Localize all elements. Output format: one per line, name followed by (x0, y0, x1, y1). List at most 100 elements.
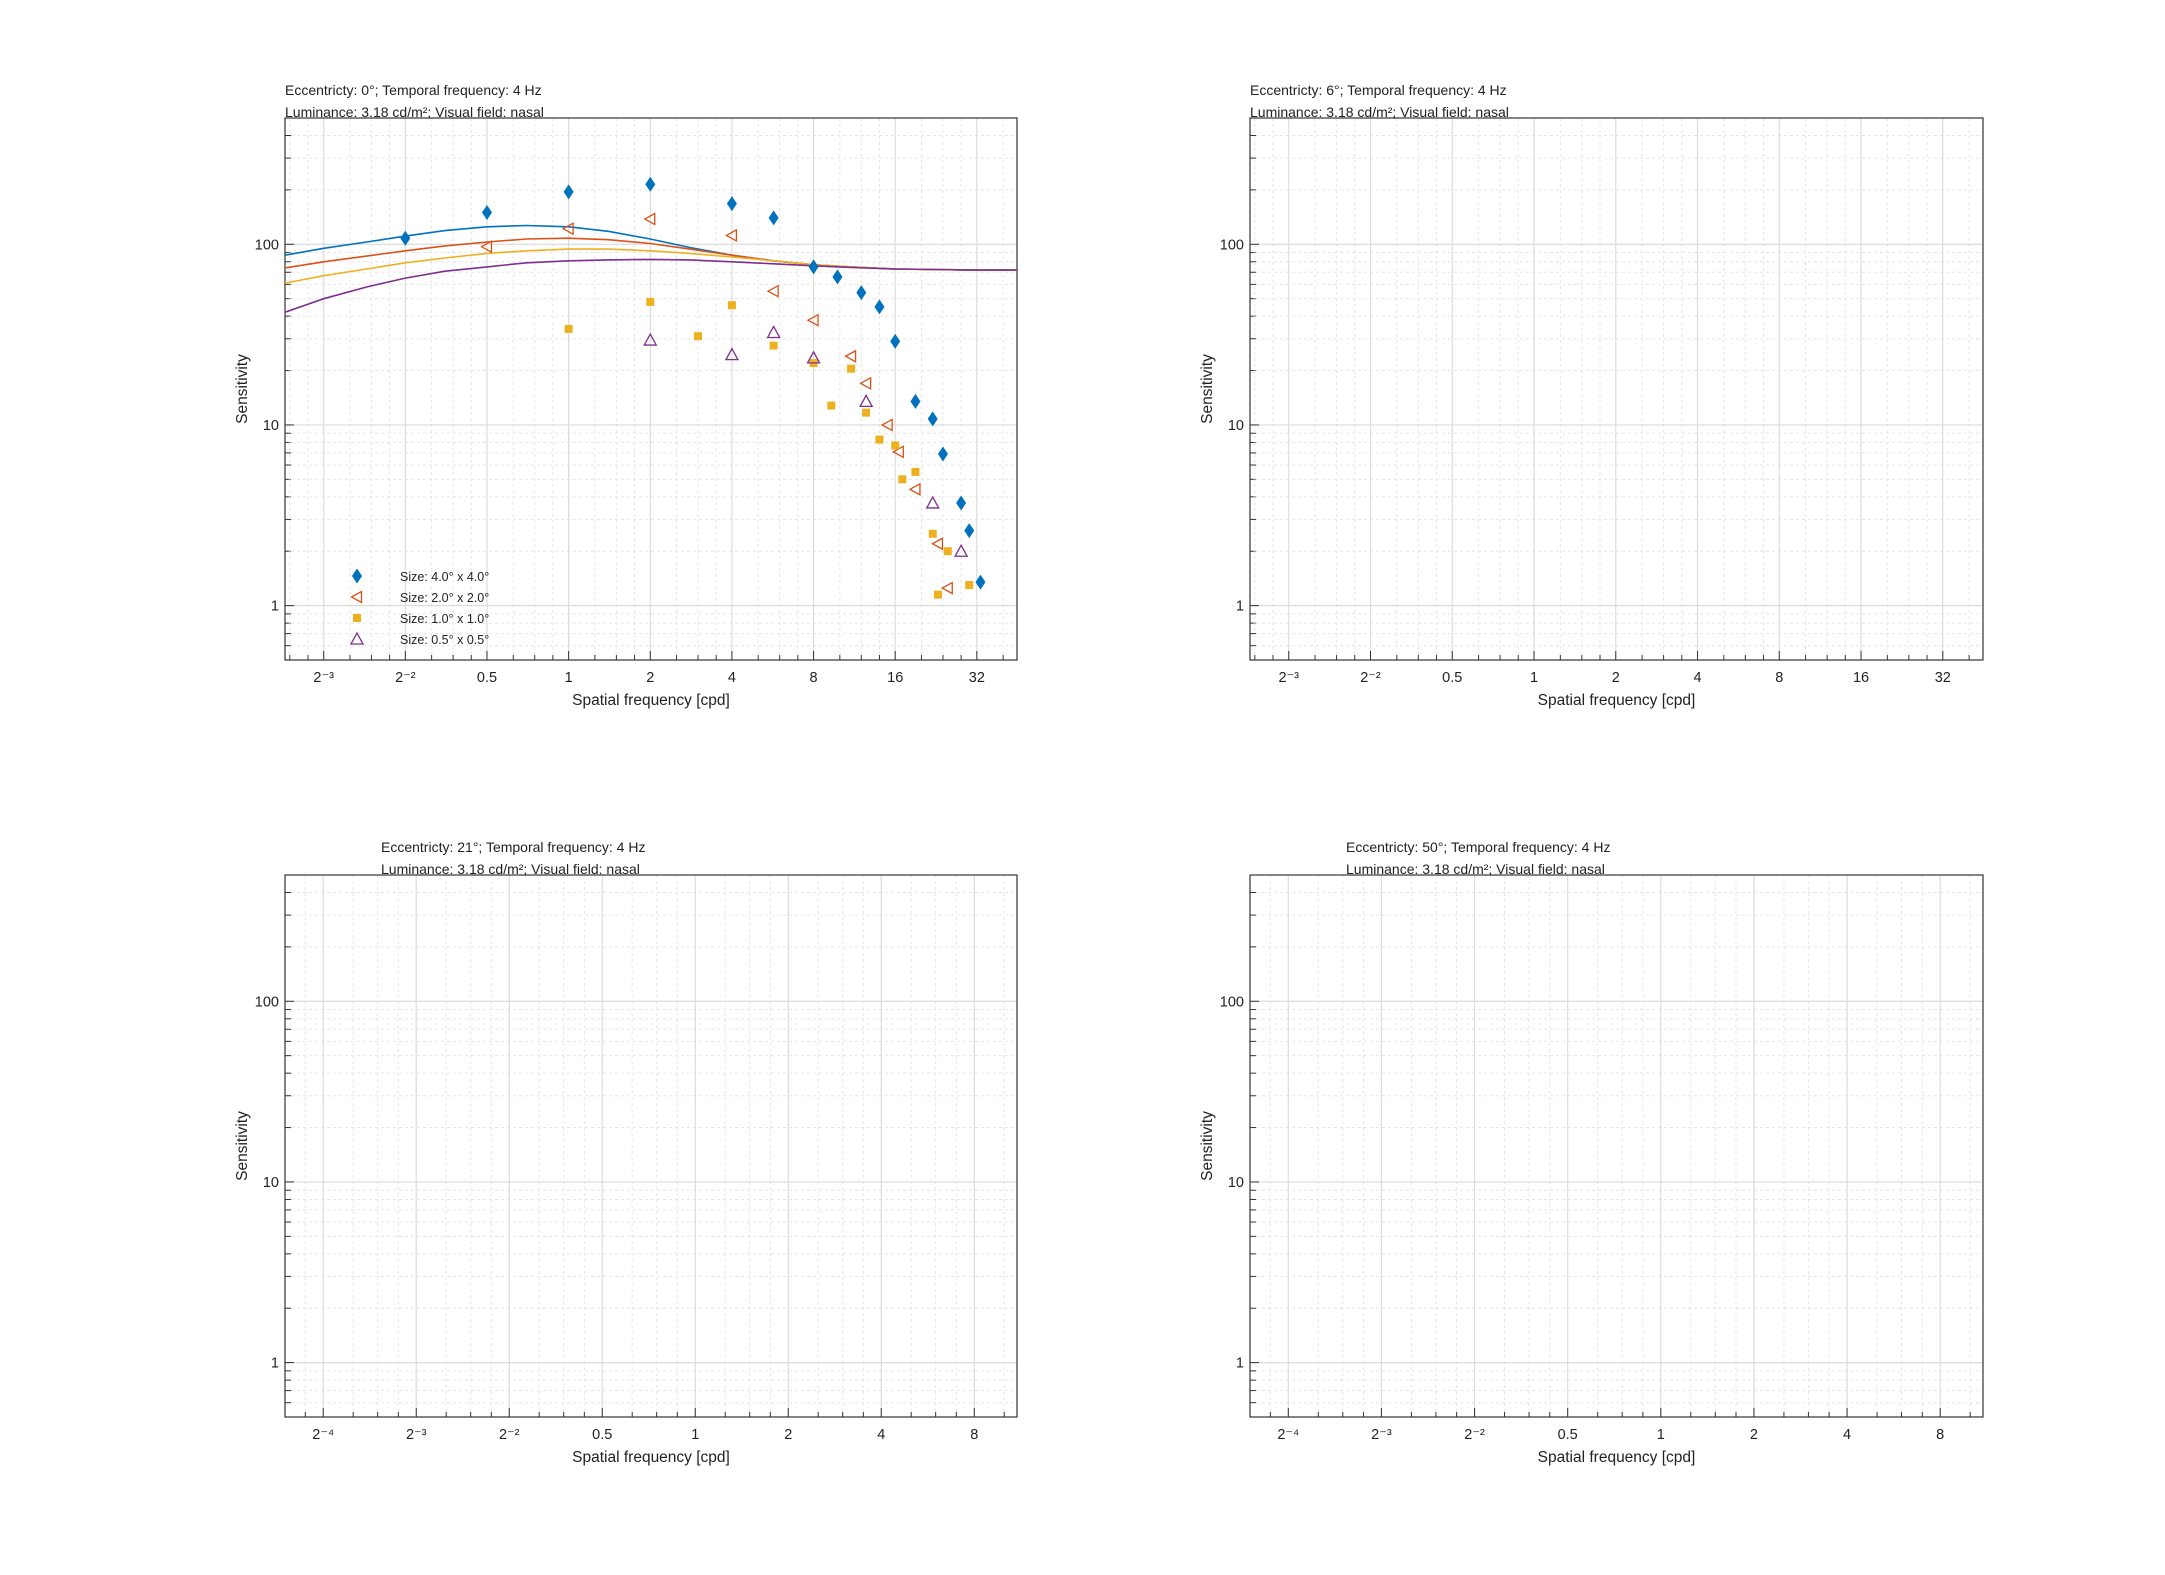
y-axis-label: Sensitivity (234, 354, 251, 424)
fit-curve-4 (284, 258, 1017, 314)
x-tick-label: 4 (877, 1427, 885, 1443)
y-tick-label: 100 (255, 237, 279, 253)
data-point (481, 204, 492, 220)
y-tick-label: 1 (1236, 1356, 1244, 1372)
y-tick-label: 10 (263, 418, 279, 434)
x-tick-label: 2 (646, 670, 654, 686)
data-point (898, 475, 907, 484)
x-tick-label: 2 (784, 1427, 792, 1443)
series-1 (400, 176, 986, 590)
x-tick-label: 1 (1530, 670, 1538, 686)
chart-title-line-1: Eccentricty: 6°; Temporal frequency: 4 H… (1250, 82, 1507, 98)
data-point (564, 324, 573, 333)
data-point (927, 411, 938, 427)
data-point (911, 467, 920, 476)
x-tick-label: 8 (1775, 670, 1783, 686)
data-point (643, 212, 656, 226)
x-tick-label: 2⁻² (395, 670, 416, 686)
data-point (874, 299, 885, 315)
axes-frame (1249, 874, 1984, 1418)
data-point (910, 393, 921, 409)
legend[interactable]: Size: 4.0° x 4.0° Size: 2.0° x 2.0° Size: … (349, 568, 489, 648)
data-point (808, 259, 819, 275)
legend-entry: Size: 4.0° x 4.0° (400, 570, 489, 584)
data-point (827, 401, 836, 410)
x-tick-label: 2⁻⁴ (1277, 1427, 1299, 1443)
data-point (956, 495, 967, 511)
y-tick-label: 10 (1228, 1175, 1244, 1191)
y-tick-label: 1 (271, 1356, 279, 1372)
data-point (856, 285, 867, 301)
data-point (933, 590, 942, 599)
data-point (940, 581, 953, 595)
data-point (646, 297, 655, 306)
data-point (931, 537, 944, 551)
data-point (806, 350, 821, 364)
data-point (890, 333, 901, 349)
chart-panel-3: 1 10 100 2⁻⁴ 2⁻³ 2⁻² 0.5 1 2 4 8 Spatial frequency … (234, 839, 1018, 1466)
data-point (766, 325, 781, 339)
legend-marker (349, 631, 365, 645)
y-tick-label: 1 (271, 599, 279, 615)
x-tick-label: 1 (565, 670, 573, 686)
data-point (400, 230, 411, 246)
chart-title-line-1: Eccentricty: 0°; Temporal frequency: 4 H… (285, 82, 542, 98)
x-tick-label: 2 (1612, 670, 1620, 686)
x-tick-label: 2⁻⁴ (312, 1427, 334, 1443)
x-tick-label: 1 (691, 1427, 699, 1443)
legend-marker (353, 614, 361, 622)
data-point (832, 269, 843, 285)
chart-panel-1: 1 10 100 2⁻³ 2⁻² 0.5 1 2 4 8 16 32 Spatial frequency… (234, 82, 1018, 709)
x-axis-label: Spatial frequency [cpd] (1538, 1449, 1696, 1466)
data-point (859, 376, 872, 390)
legend-entry: Size: 2.0° x 2.0° (400, 591, 489, 605)
fit-curve-1 (284, 224, 1017, 271)
data-point (891, 441, 900, 450)
chart-title-line-1: Eccentricty: 50°; Temporal frequency: 4 … (1346, 839, 1610, 855)
x-tick-label: 2⁻³ (313, 670, 334, 686)
legend-marker (352, 568, 362, 584)
x-tick-label: 2⁻³ (1278, 670, 1299, 686)
data-point (847, 364, 856, 373)
x-tick-label: 8 (1936, 1427, 1944, 1443)
y-axis-label: Sensitivity (234, 1111, 251, 1181)
x-tick-label: 2⁻³ (406, 1427, 427, 1443)
data-point (768, 210, 779, 226)
x-tick-label: 4 (728, 670, 736, 686)
data-point (975, 574, 986, 590)
data-point (964, 523, 975, 539)
chart-title-line-1: Eccentricty: 21°; Temporal frequency: 4 … (381, 839, 645, 855)
x-tick-label: 2⁻² (1360, 670, 1381, 686)
y-tick-label: 10 (263, 1175, 279, 1191)
x-tick-label: 0.5 (477, 670, 497, 686)
series-2 (480, 212, 953, 595)
x-tick-label: 16 (887, 670, 903, 686)
chart-panel-2: 1 10 100 2⁻³ 2⁻² 0.5 1 2 4 8 16 32 Spatial frequency… (1199, 82, 1984, 709)
x-tick-label: 4 (1693, 670, 1701, 686)
data-point (862, 408, 871, 417)
x-tick-label: 0.5 (1442, 670, 1462, 686)
y-tick-label: 100 (1220, 237, 1244, 253)
data-point (925, 495, 940, 509)
series-3 (564, 297, 974, 599)
x-axis-label: Spatial frequency [cpd] (572, 692, 730, 709)
axes-frame (1249, 117, 1984, 661)
data-point (875, 435, 884, 444)
y-tick-label: 1 (1236, 599, 1244, 615)
data-point (806, 313, 819, 327)
x-tick-label: 2⁻² (1464, 1427, 1485, 1443)
x-axis-label: Spatial frequency [cpd] (572, 1449, 730, 1466)
data-point (844, 349, 857, 363)
x-tick-label: 8 (970, 1427, 978, 1443)
data-point (908, 482, 921, 496)
data-point (769, 341, 778, 350)
data-point (937, 446, 948, 462)
data-point (943, 547, 952, 556)
data-point (965, 581, 974, 590)
legend-entry: Size: 1.0° x 1.0° (400, 612, 489, 626)
y-tick-label: 10 (1228, 418, 1244, 434)
y-tick-label: 100 (255, 994, 279, 1010)
data-point (694, 332, 703, 341)
data-point (726, 196, 737, 212)
data-point (561, 222, 574, 236)
